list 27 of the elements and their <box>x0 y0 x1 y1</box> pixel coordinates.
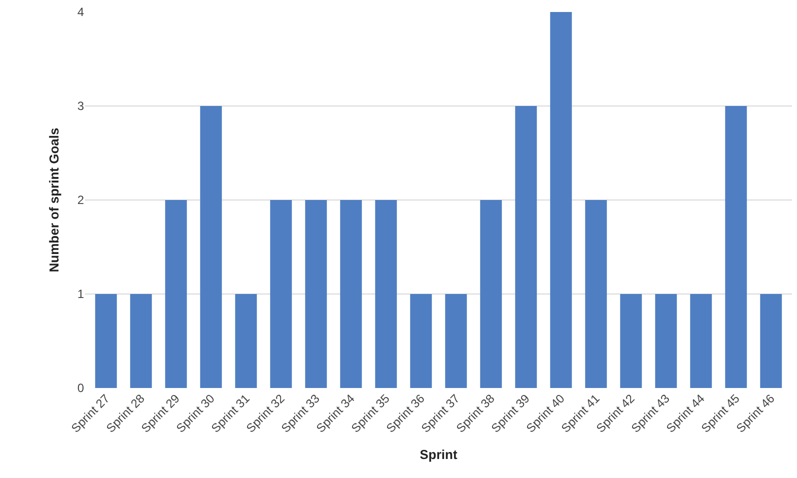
x-axis-title: Sprint <box>420 446 458 462</box>
y-axis-title: Number of sprint Goals <box>46 128 62 272</box>
bar <box>375 200 397 388</box>
y-tick-label: 3 <box>77 99 84 114</box>
bar <box>340 200 362 388</box>
bar <box>130 294 152 388</box>
bar <box>550 12 572 388</box>
bar <box>515 106 537 388</box>
bar <box>655 294 677 388</box>
y-tick-label: 0 <box>77 381 84 396</box>
bar <box>200 106 222 388</box>
bar <box>235 294 257 388</box>
bar <box>725 106 747 388</box>
bar <box>410 294 432 388</box>
y-tick-label: 4 <box>77 5 84 20</box>
y-tick-label: 1 <box>77 287 84 302</box>
y-tick-label: 2 <box>77 193 84 208</box>
bar <box>305 200 327 388</box>
bar <box>480 200 502 388</box>
bar <box>165 200 187 388</box>
bar <box>620 294 642 388</box>
bar <box>270 200 292 388</box>
bar <box>445 294 467 388</box>
bar <box>690 294 712 388</box>
bar <box>760 294 782 388</box>
bar <box>585 200 607 388</box>
bar <box>95 294 117 388</box>
